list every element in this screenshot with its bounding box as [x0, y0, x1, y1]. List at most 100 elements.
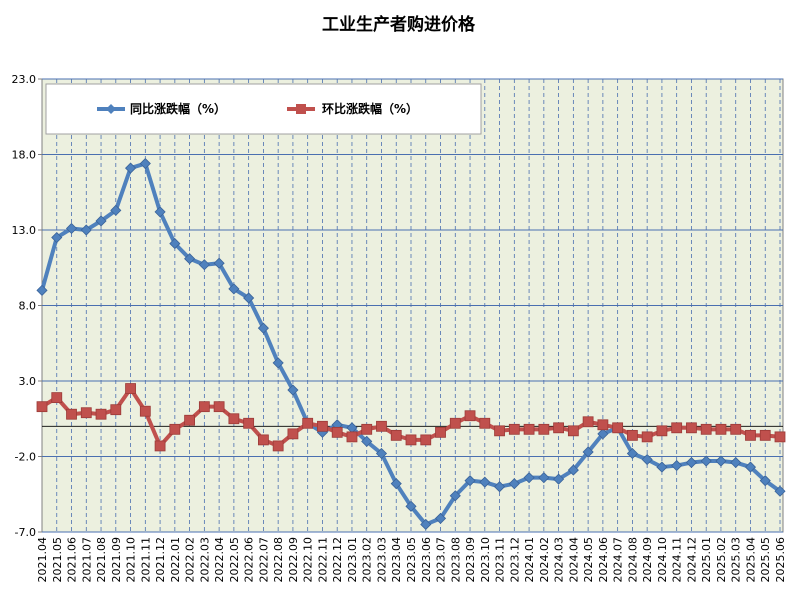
data-point	[508, 478, 520, 490]
data-point	[228, 283, 240, 295]
data-point	[154, 440, 166, 452]
data-point	[641, 431, 653, 443]
x-tick-label: 2021.04	[36, 537, 49, 583]
x-tick-label: 2023.04	[390, 537, 403, 583]
data-point	[390, 429, 402, 441]
x-tick-label: 2021.07	[80, 537, 93, 583]
data-point	[51, 231, 63, 244]
x-tick-label: 2022.06	[243, 537, 256, 583]
data-point	[597, 419, 609, 431]
x-tick-label: 2023.06	[420, 537, 433, 583]
data-point	[745, 429, 756, 441]
data-point	[80, 407, 92, 419]
data-point	[479, 417, 491, 429]
data-point	[420, 518, 432, 531]
data-point	[228, 413, 240, 425]
x-tick-label: 2022.04	[213, 537, 226, 583]
x-tick-label: 2024.11	[671, 537, 684, 583]
x-tick-label: 2024.02	[538, 537, 551, 583]
data-point	[375, 447, 388, 460]
y-tick-label: 23.0	[12, 73, 37, 86]
grid-lines	[42, 78, 783, 533]
data-point	[331, 426, 343, 438]
data-point	[213, 257, 225, 269]
x-tick-label: 2022.02	[184, 537, 197, 583]
data-point	[567, 464, 579, 476]
y-tick-label: 18.0	[12, 149, 37, 162]
x-tick-label: 2023.11	[494, 537, 507, 583]
data-point	[744, 461, 757, 473]
data-point	[671, 422, 683, 434]
x-tick-label: 2022.07	[257, 537, 270, 583]
data-point	[361, 423, 373, 435]
x-tick-label: 2024.07	[612, 537, 625, 583]
x-tick-label: 2024.03	[553, 537, 566, 583]
legend-label: 同比涨跌幅（%）	[130, 101, 226, 116]
data-point	[700, 455, 712, 467]
data-point	[405, 434, 417, 446]
x-tick-label: 2022.01	[169, 537, 182, 583]
legend: 同比涨跌幅（%） 环比涨跌幅（%）	[45, 83, 482, 135]
data-point	[730, 456, 742, 469]
x-tick-label: 2021.12	[154, 537, 167, 583]
data-point	[51, 392, 63, 404]
data-point	[730, 423, 742, 435]
data-point	[198, 401, 210, 413]
data-point	[494, 425, 505, 437]
data-point	[36, 401, 48, 413]
data-point	[361, 435, 373, 447]
x-tick-label: 2024.06	[597, 537, 610, 583]
data-point	[243, 292, 255, 304]
x-tick-label: 2024.08	[626, 537, 639, 583]
x-tick-label: 2023.10	[479, 537, 492, 583]
series-lines	[36, 157, 786, 531]
x-tick-labels: 2021.04 2021.05 2021.06 2021.07 2021.08 2021.…	[36, 537, 787, 583]
x-tick-label: 2022.10	[302, 537, 315, 583]
data-point	[139, 405, 151, 417]
data-point	[302, 417, 314, 429]
legend-marker	[296, 104, 306, 114]
data-point	[582, 446, 594, 458]
chart-title: 工业生产者购进价格	[322, 15, 475, 35]
x-tick-label: 2023.02	[361, 537, 374, 583]
data-point	[523, 472, 535, 484]
data-point	[376, 420, 387, 432]
data-point	[671, 459, 683, 472]
data-point	[641, 453, 653, 466]
data-point	[567, 425, 579, 437]
data-point	[464, 475, 476, 487]
x-tick-label: 2025.03	[730, 537, 743, 583]
data-point	[582, 416, 594, 428]
data-point	[715, 455, 727, 467]
y-tick-label: 3.0	[19, 375, 37, 388]
y-tick-label: -2.0	[15, 451, 36, 464]
x-tick-label: 2021.11	[139, 537, 152, 583]
data-point	[154, 206, 166, 218]
data-point	[184, 253, 196, 265]
data-point	[110, 404, 122, 416]
y-tick-label: 13.0	[12, 224, 37, 237]
x-tick-label: 2021.05	[51, 537, 64, 583]
data-point	[139, 157, 151, 170]
data-point	[66, 408, 77, 420]
data-point	[346, 431, 358, 443]
data-point	[287, 384, 299, 396]
data-point	[612, 422, 624, 434]
x-tick-label: 2022.12	[331, 537, 344, 583]
x-tick-label: 2023.07	[435, 537, 448, 583]
data-point	[759, 429, 771, 441]
x-tick-label: 2023.05	[405, 537, 418, 583]
data-point	[627, 429, 638, 441]
x-tick-label: 2021.08	[95, 537, 108, 583]
x-tick-label: 2024.01	[523, 537, 536, 583]
data-point	[493, 481, 506, 493]
data-point	[508, 423, 520, 435]
y-tick-label: 8.0	[19, 300, 37, 313]
data-point	[434, 512, 447, 524]
x-tick-label: 2022.03	[198, 537, 211, 583]
data-point	[538, 472, 550, 484]
data-point	[405, 500, 417, 512]
data-point	[257, 434, 269, 446]
data-point	[169, 423, 181, 435]
x-tick-label: 2023.08	[449, 537, 462, 583]
